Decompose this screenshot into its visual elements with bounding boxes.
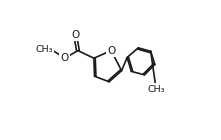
Text: CH₃: CH₃ <box>36 45 53 54</box>
Text: O: O <box>61 53 69 63</box>
Text: O: O <box>71 30 79 40</box>
Text: CH₃: CH₃ <box>147 85 165 94</box>
Text: O: O <box>107 46 115 56</box>
